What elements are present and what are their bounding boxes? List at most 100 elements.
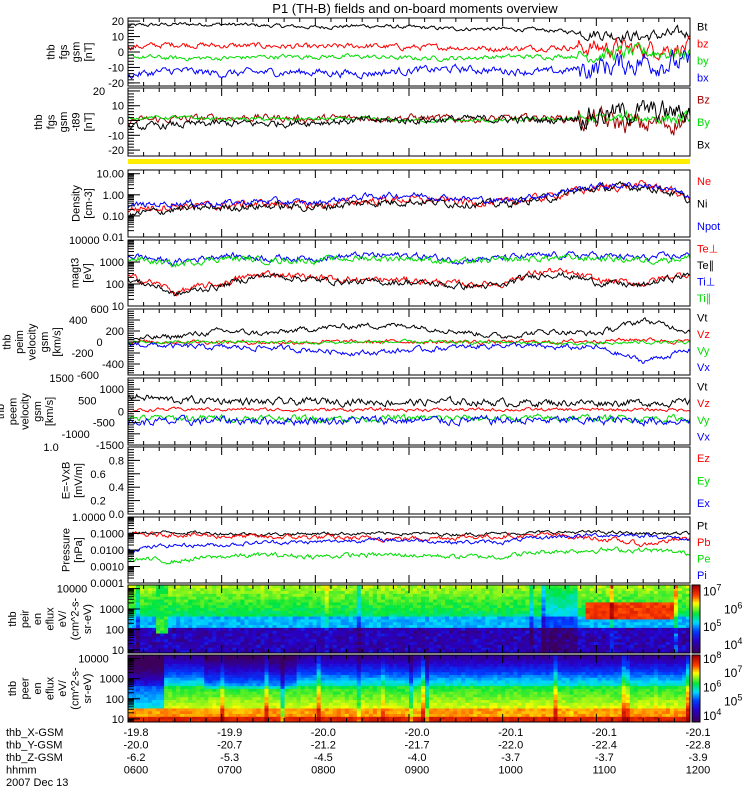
spectrogram-cell — [168, 716, 173, 720]
spectrogram-cell — [228, 585, 233, 589]
spectrogram-cell — [380, 610, 386, 614]
spectrogram-cell — [437, 602, 442, 606]
spectrogram-cell — [176, 713, 181, 717]
spectrogram-cell — [260, 650, 265, 654]
spectrogram-cell — [673, 633, 679, 637]
spectrogram-cell — [637, 607, 643, 611]
series-line-Pb — [128, 531, 690, 547]
spectrogram-cell — [665, 644, 671, 648]
spectrogram-cell — [172, 633, 177, 637]
spectrogram-cell — [196, 688, 201, 692]
spectrogram-cell — [392, 647, 398, 651]
spectrogram-cell — [196, 708, 201, 712]
spectrogram-cell — [196, 657, 201, 661]
spectrogram-cell — [633, 590, 639, 594]
spectrogram-cell — [368, 633, 374, 637]
spectrogram-cell — [404, 624, 410, 628]
spectrogram-cell — [144, 705, 149, 709]
spectrogram-cell — [328, 610, 334, 614]
spectrogram-cell — [196, 647, 201, 651]
spectrogram-cell — [296, 596, 302, 600]
spectrogram-cell — [216, 638, 221, 643]
spectrogram-cell — [200, 636, 205, 640]
spectrogram-cell — [236, 627, 241, 631]
spectrogram-cell — [144, 655, 149, 659]
spectrogram-cell — [493, 647, 498, 651]
spectrogram-cell — [685, 630, 691, 634]
spectrogram-cell — [481, 638, 486, 643]
spectrogram-cell — [657, 587, 663, 592]
spectrogram-cell — [140, 682, 145, 687]
spectrogram-cell — [433, 647, 438, 651]
spectrogram-cell — [545, 644, 550, 648]
spectrogram-cell — [136, 710, 141, 715]
spectrogram-cell — [400, 593, 406, 597]
spectrogram-cell — [621, 604, 627, 609]
spectrogram-cell — [332, 607, 338, 611]
spectrogram-cell — [384, 638, 390, 643]
spectrogram-cell — [541, 630, 546, 634]
colorbar-segment — [692, 615, 700, 618]
spectrogram-cell — [176, 621, 181, 626]
y-tick-label: 10 — [112, 301, 124, 313]
spectrogram-cell — [384, 587, 390, 592]
spectrogram-cell — [212, 607, 217, 611]
spectrogram-cell — [168, 657, 173, 661]
spectrogram-cell — [288, 638, 293, 643]
spectrogram-cell — [585, 613, 591, 617]
spectrogram-cell — [316, 624, 322, 628]
spectrogram-cell — [621, 587, 627, 592]
spectrogram-cell — [128, 655, 133, 659]
colorbar-segment — [692, 639, 700, 642]
spectrogram-cell — [252, 590, 257, 594]
spectrogram-cell — [340, 641, 346, 645]
spectrogram-cell — [437, 590, 442, 594]
spectrogram-cell — [481, 616, 486, 620]
spectrogram-cell — [180, 677, 185, 681]
spectrogram-cell — [196, 699, 201, 703]
spectrogram-cell — [272, 593, 277, 597]
spectrogram-cell — [441, 604, 446, 609]
spectrogram-cell — [465, 630, 470, 634]
spectrogram-cell — [240, 650, 245, 654]
spectrogram-cell — [252, 613, 257, 617]
spectrogram-cell — [308, 647, 314, 651]
spectrogram-cell — [501, 633, 506, 637]
spectrogram-cell — [132, 638, 137, 643]
spectrogram-cell — [429, 613, 434, 617]
spectrogram-cell — [180, 674, 185, 678]
spectrogram-cell — [545, 627, 550, 631]
spectrogram-cell — [292, 619, 297, 623]
spectrogram-cell — [240, 585, 245, 589]
spectrogram-cell — [348, 596, 354, 600]
spectrogram-cell — [545, 630, 550, 634]
panel-frame — [127, 377, 691, 446]
spectrogram-cell — [649, 590, 655, 594]
spectrogram-cell — [184, 708, 189, 712]
spectrogram-cell — [340, 619, 346, 623]
spectrogram-cell — [633, 613, 639, 617]
spectrogram-cell — [276, 621, 281, 626]
spectrogram-cell — [192, 585, 197, 589]
spectrogram-cell — [332, 647, 338, 651]
spectrogram-cell — [296, 599, 302, 603]
spectrogram-cell — [136, 647, 141, 651]
spectrogram-cell — [433, 624, 438, 628]
spectrogram-cell — [148, 668, 153, 673]
spectrogram-cell — [629, 641, 635, 645]
spectrogram-cell — [232, 616, 237, 620]
spectrogram-cell — [232, 602, 237, 606]
spectrogram-cell — [613, 647, 619, 651]
spectrogram-cell — [256, 636, 261, 640]
spectrogram-cell — [176, 599, 181, 603]
spectrogram-cell — [372, 621, 378, 626]
spectrogram-cell — [320, 587, 326, 592]
spectrogram-cell — [685, 604, 691, 609]
spectrogram-cell — [152, 647, 157, 651]
spectrogram-cell — [417, 638, 422, 643]
spectrogram-cell — [384, 613, 390, 617]
spectrogram-cell — [645, 650, 651, 654]
spectrogram-cell — [192, 660, 197, 664]
spectrogram-cell — [617, 613, 623, 617]
spectrogram-cell — [617, 599, 623, 603]
